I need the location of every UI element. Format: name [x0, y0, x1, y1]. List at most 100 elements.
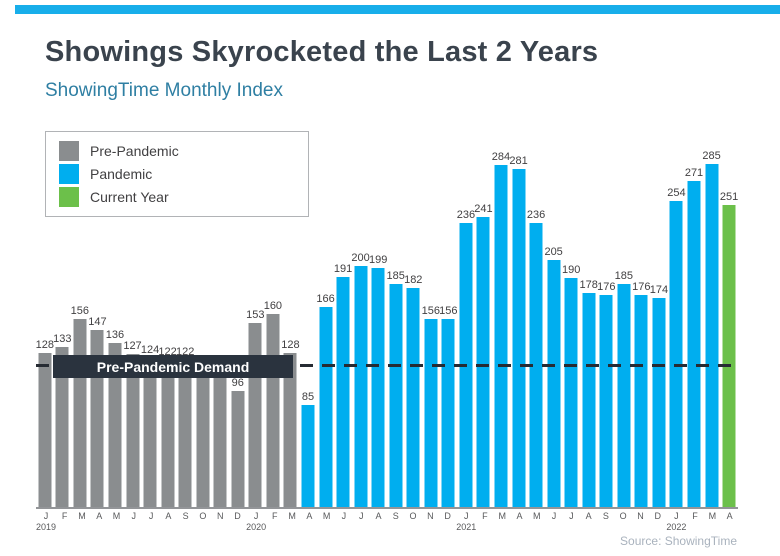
bar-cell: 96 [229, 150, 247, 507]
bar-J-205 [547, 260, 561, 507]
bar-value-label: 128 [281, 339, 300, 351]
bar-cell: 251 [720, 150, 738, 507]
bar-cell: 160 [264, 150, 282, 507]
month-letter: J [43, 511, 49, 521]
bar-M-136 [108, 343, 122, 507]
month-label: F [56, 511, 73, 532]
month-letter: D [234, 511, 241, 521]
month-letter: M [498, 511, 506, 521]
bar-cell: 128 [36, 150, 54, 507]
bar-value-label: 251 [719, 191, 739, 203]
bar-value-label: 185 [614, 270, 633, 282]
month-label: A [91, 511, 108, 532]
month-label: J [142, 511, 159, 532]
bar-cell: 199 [369, 150, 387, 507]
month-letter: S [182, 511, 189, 521]
bar-value-label: 156 [421, 305, 440, 317]
legend-swatch [59, 187, 79, 208]
month-letter: M [533, 511, 541, 521]
bar-cell: 200 [351, 150, 370, 507]
bar-value-label: 190 [561, 264, 581, 276]
bar-N-176 [634, 295, 648, 507]
page-title: Showings Skyrocketed the Last 2 Years [45, 36, 599, 68]
month-label: F [476, 511, 493, 532]
month-letter: F [482, 511, 488, 521]
bar-A-85 [301, 405, 315, 507]
month-label: N [632, 511, 649, 532]
bar-M-128 [283, 353, 297, 507]
bar-cell [194, 150, 212, 507]
month-label: D [439, 511, 456, 532]
bar-cell: 190 [562, 150, 580, 507]
legend-item-current-year: Current Year [59, 187, 308, 208]
bar-cell: 156 [71, 150, 89, 507]
legend-item-pre-pandemic: Pre-Pandemic [59, 140, 308, 161]
month-letter: J [341, 511, 347, 521]
month-label: F [686, 511, 703, 532]
month-letter: M [708, 511, 717, 521]
bar-cell: 176 [597, 150, 616, 507]
month-letter: O [619, 511, 627, 521]
bar-cell: 191 [334, 150, 352, 507]
bar-A-122 [161, 360, 175, 507]
x-axis-line [36, 507, 738, 509]
month-letter: O [409, 511, 417, 521]
bar-value-label: 156 [439, 305, 458, 317]
bar-value-label: 128 [35, 339, 54, 351]
bar-2022J-254 [669, 201, 683, 507]
bar-F-271 [687, 181, 701, 507]
month-letter: J [569, 511, 574, 521]
month-label: A [511, 511, 528, 532]
month-label: A [370, 511, 387, 532]
bar-A-251 [722, 205, 736, 507]
month-letter: J [358, 511, 364, 521]
bar-value-label: 284 [491, 151, 511, 163]
bar-value-label: 166 [316, 293, 335, 305]
bar-cell: 133 [53, 150, 71, 507]
bar-cell: 156 [422, 150, 440, 507]
month-letter: N [216, 511, 224, 521]
pre-pandemic-reference-line [36, 364, 731, 367]
bar-M-285 [705, 164, 719, 507]
month-letter: J [551, 511, 557, 521]
bar-value-label: 136 [105, 329, 125, 341]
month-label: J 2019 [36, 511, 56, 532]
bar-cell [211, 150, 229, 507]
bar-value-label: 236 [456, 209, 476, 221]
bar-value-label: 281 [509, 155, 528, 167]
bar-cell: 185 [387, 150, 405, 507]
bar-cell: 284 [492, 150, 510, 507]
month-letter: J [674, 511, 679, 521]
month-label: J [353, 511, 370, 532]
bar-value-label: 176 [632, 281, 651, 293]
legend-label: Pre-Pandemic [90, 142, 179, 159]
bar-O-118 [196, 365, 210, 507]
bar-value-label: 271 [684, 167, 704, 179]
month-label: O [615, 511, 632, 532]
month-label: A [721, 511, 738, 532]
bar-2019J-128 [38, 353, 52, 507]
bar-value-label: 127 [123, 340, 142, 352]
bar-cell: 122 [158, 150, 177, 507]
bar-O-182 [406, 288, 420, 507]
year-label: 2021 [456, 522, 477, 532]
month-letter: M [112, 511, 121, 521]
bar-cell: 166 [316, 150, 335, 507]
bar-cell: 176 [632, 150, 651, 507]
bar-O-185 [617, 284, 631, 507]
bar-J-124 [143, 358, 157, 507]
bar-value-label: 124 [140, 344, 160, 356]
bar-cell: 271 [685, 150, 703, 507]
year-label: 2022 [666, 522, 687, 532]
month-letter: M [322, 511, 331, 521]
month-label: N [422, 511, 439, 532]
bar-cell: 174 [650, 150, 668, 507]
year-label: 2019 [36, 522, 57, 532]
bar-value-label: 185 [386, 270, 405, 282]
month-letter: A [516, 511, 523, 521]
bar-cell: 254 [667, 150, 686, 507]
bar-value-label: 176 [597, 281, 616, 293]
bar-A-199 [371, 268, 385, 507]
bar-N-156 [424, 319, 438, 507]
month-label: S [177, 511, 194, 532]
